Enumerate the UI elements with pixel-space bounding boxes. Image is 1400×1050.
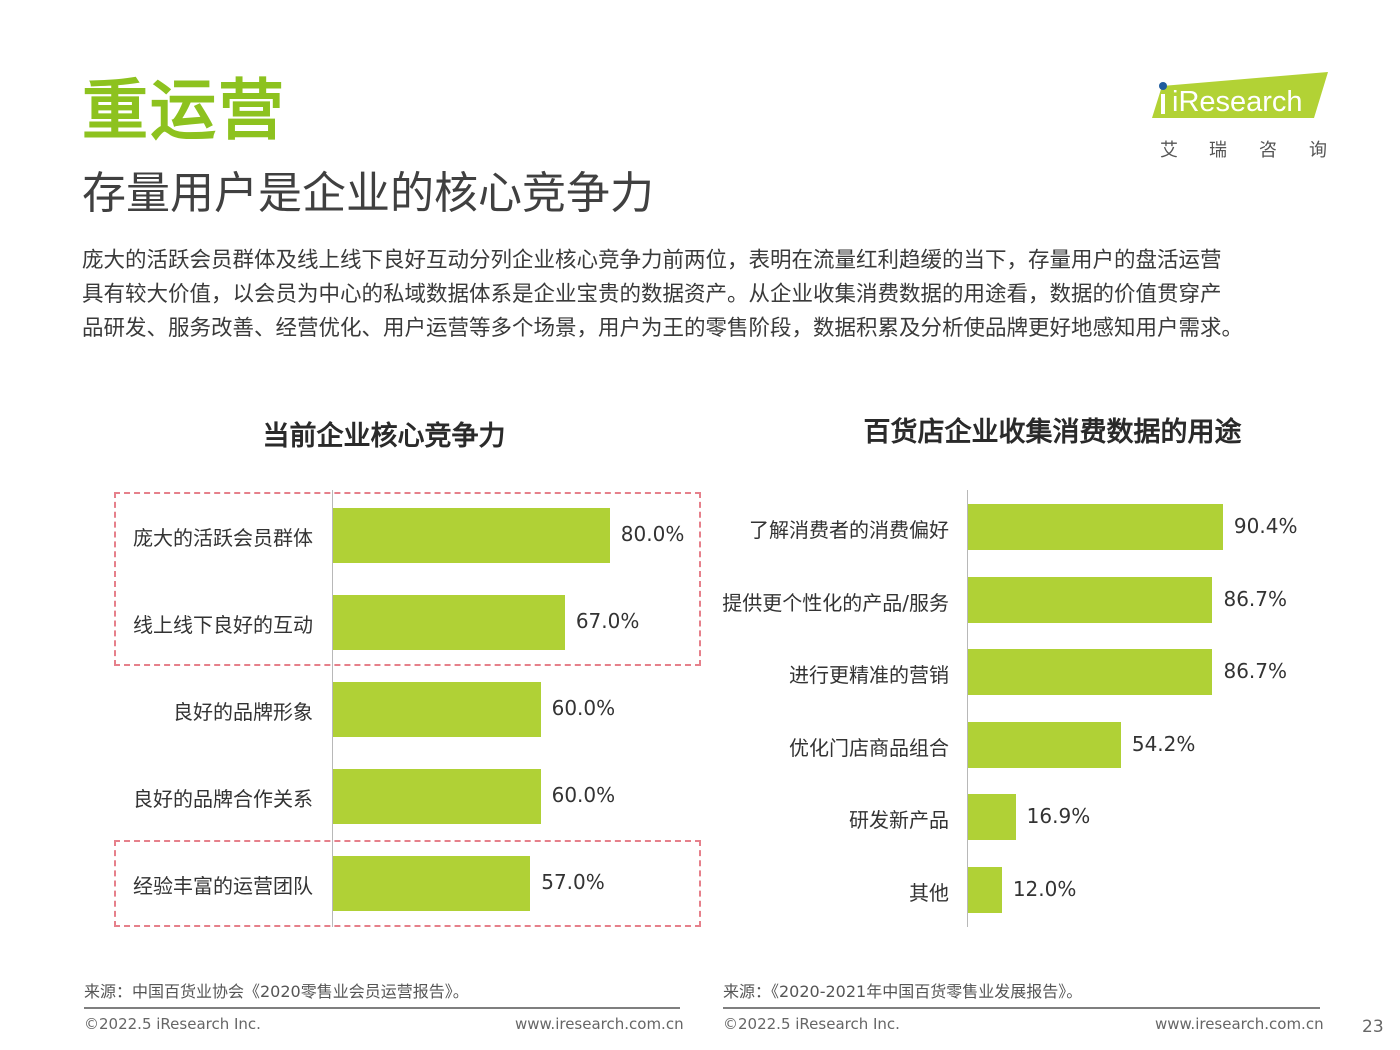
chart-right-category-label: 其他 [909, 881, 949, 905]
intro-paragraph: 庞大的活跃会员群体及线上线下良好互动分列企业核心竞争力前两位，表明在流量红利趋缓… [82, 244, 1332, 346]
chart-right-value-label: 86.7% [1223, 586, 1288, 611]
chart-right-category-label: 优化门店商品组合 [789, 735, 949, 760]
right-footer-divider [723, 1007, 1320, 1009]
chart-left-value-label: 60.0% [551, 783, 616, 807]
logo-chinese-char: 艾 [1160, 140, 1178, 161]
chart-right-title: 百货店企业收集消费数据的用途 [863, 417, 1242, 448]
chart-right-axis-line [967, 490, 968, 927]
left-footer-divider [84, 1007, 680, 1009]
chart-left-category-label: 线上线下良好的互动 [133, 613, 313, 637]
chart-left-bar [333, 855, 531, 911]
chart-left-axis-line [332, 490, 333, 927]
chart-right-category-label: 进行更精准的营销 [789, 663, 949, 688]
chart-left-category-label: 良好的品牌形象 [173, 700, 313, 724]
intro-line: 具有较大价值，以会员为中心的私域数据体系是企业宝贵的数据资产。从企业收集消费数据… [82, 282, 1222, 307]
chart-left-bar [333, 507, 610, 563]
logo-wordmark: iResearch [1172, 86, 1303, 118]
logo-chinese-char: 瑞 [1209, 140, 1227, 161]
right-copyright: ©2022.5 iResearch Inc. [723, 1015, 900, 1033]
chart-left-highlight-box [114, 491, 701, 666]
page-number: 23 [1362, 1017, 1384, 1037]
chart-right-bar [968, 576, 1213, 623]
intro-line: 庞大的活跃会员群体及线上线下良好互动分列企业核心竞争力前两位，表明在流量红利趋缓… [82, 248, 1222, 273]
logo-chinese-char: 询 [1309, 140, 1327, 161]
chart-left-value-label: 57.0% [541, 870, 605, 894]
chart-left-bar [333, 768, 541, 824]
chart-right-value-label: 90.4% [1233, 514, 1298, 538]
chart-left-value-label: 67.0% [575, 609, 640, 633]
iresearch-logo: iResearch 艾 瑞 咨 询 [1152, 72, 1330, 162]
chart-right-value-label: 86.7% [1223, 659, 1288, 684]
left-source-note: 来源：中国百货业协会《2020零售业会员运营报告》。 [84, 982, 469, 1001]
chart-right-value-label: 12.0% [1012, 877, 1077, 901]
chart-right-category-label: 提供更个性化的产品/服务 [722, 590, 949, 615]
left-website-link[interactable]: www.iresearch.com.cn [515, 1015, 684, 1033]
chart-right-bar [968, 504, 1223, 550]
right-website-link[interactable]: www.iresearch.com.cn [1155, 1015, 1324, 1033]
chart-right-bar [968, 649, 1213, 696]
left-copyright: ©2022.5 iResearch Inc. [84, 1015, 261, 1033]
logo-mark-icon: iResearch [1152, 72, 1328, 118]
chart-left-title: 当前企业核心竞争力 [262, 421, 506, 452]
chart-left-category-label: 经验丰富的运营团队 [133, 874, 313, 898]
chart-left-bar [333, 594, 565, 650]
chart-right-value-label: 54.2% [1131, 731, 1196, 756]
chart-right-category-label: 研发新产品 [849, 808, 949, 833]
page-subtitle: 存量用户是企业的核心竞争力 [82, 168, 654, 219]
chart-left-highlight-box [114, 839, 701, 927]
logo-chinese-char: 咨 [1259, 140, 1277, 161]
chart-left-value-label: 60.0% [551, 696, 616, 720]
chart-right-bar [968, 867, 1002, 913]
page-headline: 重运营 [82, 72, 286, 149]
right-source-note: 来源：《2020-2021年中国百货零售业发展报告》。 [723, 982, 1083, 1001]
intro-line: 品研发、服务改善、经营优化、用户运营等多个场景，用户为王的零售阶段，数据积累及分… [82, 316, 1244, 341]
chart-right-bar [968, 794, 1016, 841]
chart-left-category-label: 良好的品牌合作关系 [133, 787, 313, 811]
chart-right-bar [968, 721, 1121, 768]
chart-left-value-label: 80.0% [620, 522, 685, 546]
chart-left-bar [333, 681, 541, 737]
chart-right-value-label: 16.9% [1026, 804, 1091, 829]
chart-right-category-label: 了解消费者的消费偏好 [749, 518, 949, 542]
chart-left-category-label: 庞大的活跃会员群体 [133, 526, 313, 550]
